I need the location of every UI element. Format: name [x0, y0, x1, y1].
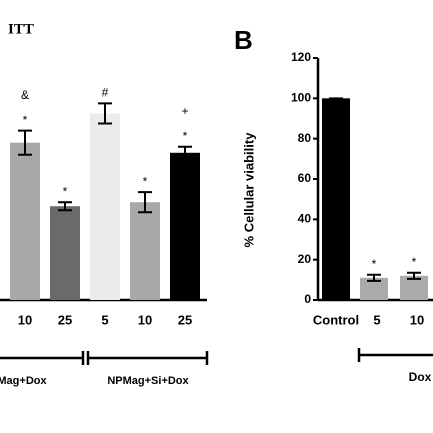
x-tick-label: 10 — [410, 312, 424, 327]
annotation: * — [372, 257, 377, 271]
x-tick-label: 5 — [101, 312, 108, 327]
annotation: * — [183, 129, 188, 143]
group-label: NPMag+Si+Dox — [107, 375, 189, 387]
bar — [50, 206, 80, 300]
y-tick-label: 80 — [298, 131, 312, 145]
annotation: * — [143, 174, 148, 188]
panel-title: ITT — [8, 21, 34, 37]
group-label: Mag+Dox — [0, 375, 47, 387]
error-bar — [98, 102, 112, 125]
annotation: * — [63, 184, 68, 198]
x-tick-label: Control — [313, 312, 359, 327]
x-tick-label: 10 — [138, 312, 152, 327]
error-bar — [178, 145, 192, 160]
bar — [90, 113, 120, 300]
panel-letter: B — [234, 25, 253, 55]
annotation: + — [181, 104, 188, 118]
y-tick-label: 20 — [298, 252, 312, 266]
y-tick-label: 120 — [291, 50, 311, 64]
bar — [322, 98, 350, 300]
error-bar — [58, 201, 72, 212]
x-tick-label: 10 — [18, 312, 32, 327]
annotation: # — [102, 86, 109, 100]
bar — [130, 202, 160, 300]
error-bar — [407, 271, 421, 280]
x-tick-label: 25 — [178, 312, 192, 327]
bar — [400, 275, 428, 300]
annotation: * — [412, 255, 417, 269]
x-tick-label: 5 — [373, 312, 380, 327]
error-bar — [138, 191, 152, 214]
bar — [170, 152, 200, 300]
annotation: & — [21, 88, 29, 102]
bar — [360, 277, 388, 300]
annotation: * — [23, 113, 28, 127]
y-axis-label: % Cellular viability — [241, 132, 256, 248]
error-bar — [18, 129, 32, 156]
group-brackets — [0, 348, 433, 365]
x-tick-label: 25 — [58, 312, 72, 327]
error-bar — [367, 273, 381, 282]
group-label: Dox — [409, 370, 432, 384]
y-tick-label: 100 — [291, 91, 311, 105]
y-tick-label: 0 — [304, 292, 311, 306]
bar — [10, 142, 40, 300]
y-tick-label: 40 — [298, 212, 312, 226]
y-tick-label: 60 — [298, 171, 312, 185]
